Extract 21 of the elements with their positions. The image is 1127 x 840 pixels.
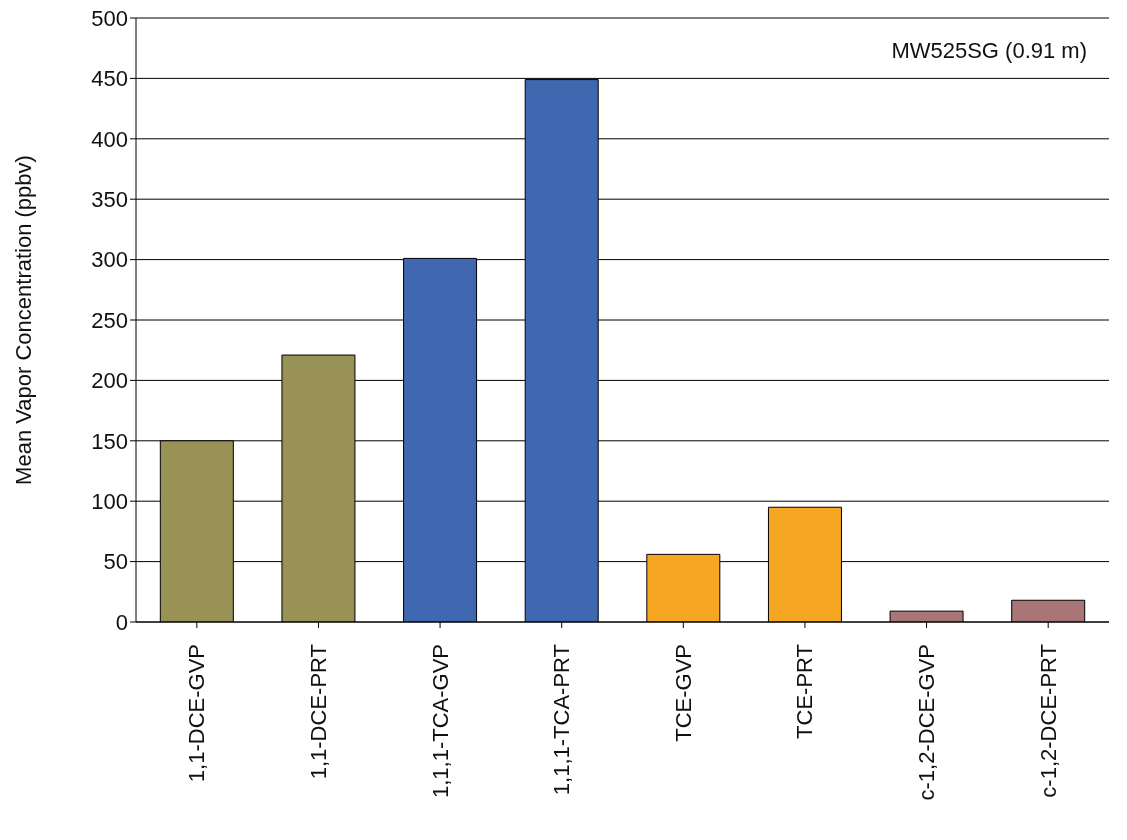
x-tick-label: 1,1-DCE-GVP — [184, 644, 210, 783]
y-tick-label: 300 — [91, 247, 128, 273]
x-tick-label: 1,1,1-TCA-GVP — [427, 644, 453, 799]
annotation: MW525SG (0.91 m) — [891, 38, 1087, 64]
x-tick-label: 1,1-DCE-PRT — [305, 644, 331, 780]
x-tick-label: TCE-GVP — [670, 644, 696, 742]
x-tick-label: TCE-PRT — [792, 644, 818, 739]
y-tick-label: 250 — [91, 307, 128, 333]
y-tick-label: 50 — [103, 549, 128, 575]
y-tick-label: 450 — [91, 66, 128, 92]
y-tick-label: 400 — [91, 126, 128, 152]
y-tick-label: 150 — [91, 428, 128, 454]
y-tick-label: 100 — [91, 489, 128, 515]
y-axis-title: Mean Vapor Concentration (ppbv) — [10, 155, 36, 485]
x-tick-label: 1,1,1-TCA-PRT — [549, 644, 575, 796]
y-tick-label: 0 — [115, 609, 128, 635]
x-tick-label: c-1,2-DCE-PRT — [1035, 644, 1061, 798]
x-tick-label: c-1,2-DCE-GVP — [914, 644, 940, 801]
y-tick-label: 200 — [91, 368, 128, 394]
y-tick-label: 500 — [91, 5, 128, 31]
y-tick-label: 350 — [91, 187, 128, 213]
